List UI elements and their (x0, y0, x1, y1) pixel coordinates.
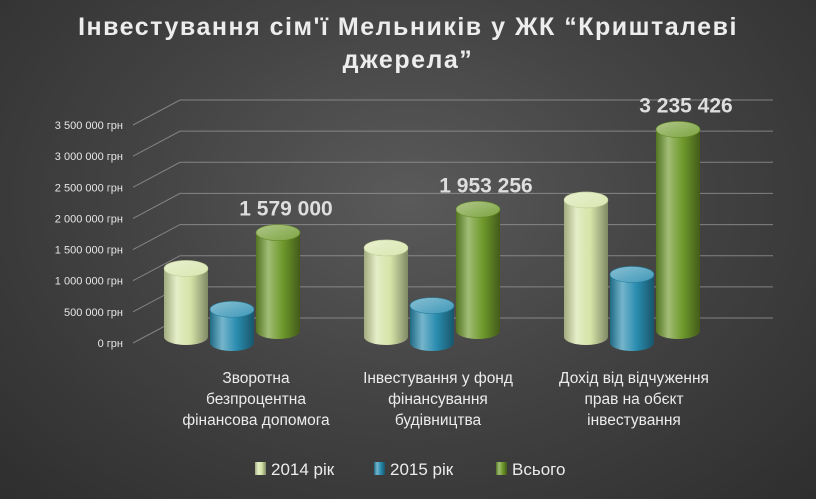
y-tick-label: 2 500 000 грн (55, 182, 123, 194)
legend-item: Всього (496, 460, 565, 479)
bar (655, 121, 701, 339)
bar-top (563, 191, 609, 209)
bar-body (564, 199, 608, 345)
bar (609, 266, 655, 351)
bar (363, 239, 409, 345)
y-tick-label: 1 500 000 грн (55, 245, 123, 257)
bar-top (209, 301, 255, 318)
bar-body (210, 309, 254, 351)
x-tick-label: фінансова допомога (182, 412, 330, 429)
x-tick-label: Інвестування у фонд (363, 370, 513, 387)
bar-body (610, 274, 654, 351)
bar (409, 297, 455, 351)
legend-swatch (374, 462, 385, 475)
y-tick-label: 0 грн (98, 338, 123, 350)
x-tick-label: Зворотна (222, 370, 290, 387)
x-tick-label: фінансування (388, 391, 488, 408)
bar-top (409, 297, 455, 314)
grid (132, 99, 773, 344)
legend-item: 2015 рік (374, 460, 454, 479)
y-axis: 0 грн 500 000 грн 1 000 000 грн 1 500 000 г… (55, 120, 123, 350)
bar-body (164, 268, 208, 345)
bar-top (163, 260, 209, 277)
legend-label: Всього (512, 460, 565, 479)
y-tick-label: 500 000 грн (64, 307, 123, 319)
gridline (132, 130, 773, 157)
y-tick-label: 1 000 000 грн (55, 276, 123, 288)
gridline (132, 161, 773, 188)
bar (255, 224, 301, 339)
x-tick-label: прав на обєкт (584, 391, 683, 408)
bar (163, 260, 209, 345)
chart-title: Інвестування сім'ї Мельників у ЖК “Кришт… (78, 13, 738, 74)
bar-body (256, 232, 300, 339)
bar-body (410, 305, 454, 351)
legend-swatch (496, 462, 507, 475)
legend-label: 2014 рік (271, 460, 335, 479)
bar-body (456, 209, 500, 339)
x-axis: Зворотна безпроцентна фінансова допомога Ін… (182, 370, 709, 429)
data-label: 3 235 426 (639, 94, 732, 117)
legend-label: 2015 рік (390, 460, 454, 479)
title-line: джерела” (343, 46, 474, 74)
legend: 2014 рік 2015 рік Всього (255, 460, 565, 479)
bar (563, 191, 609, 345)
bar-top (255, 224, 301, 241)
bar-body (364, 247, 408, 345)
bar (209, 301, 255, 351)
data-label: 1 579 000 (239, 198, 332, 221)
bar-top (363, 239, 409, 257)
y-tick-label: 2 000 000 грн (55, 213, 123, 225)
gridline (132, 99, 773, 126)
x-tick-label: будівництва (395, 412, 482, 429)
bar-top (655, 121, 701, 138)
data-label: 1 953 256 (439, 174, 532, 197)
bar-top (609, 266, 655, 283)
x-tick-label: безпроцентна (206, 391, 306, 408)
legend-item: 2014 рік (255, 460, 335, 479)
x-tick-label: інвестування (587, 412, 681, 429)
plot-area (163, 121, 701, 351)
bar-body (656, 129, 700, 339)
data-labels: 1 579 000 1 953 256 3 235 426 (239, 94, 732, 220)
legend-swatch (255, 462, 266, 475)
bar (455, 201, 501, 339)
y-tick-label: 3 000 000 грн (55, 151, 123, 163)
y-tick-label: 3 500 000 грн (55, 120, 123, 132)
title-line: Інвестування сім'ї Мельників у ЖК “Кришт… (78, 13, 738, 41)
x-tick-label: Дохід від відчуження (559, 370, 709, 387)
bar-top (455, 201, 501, 218)
